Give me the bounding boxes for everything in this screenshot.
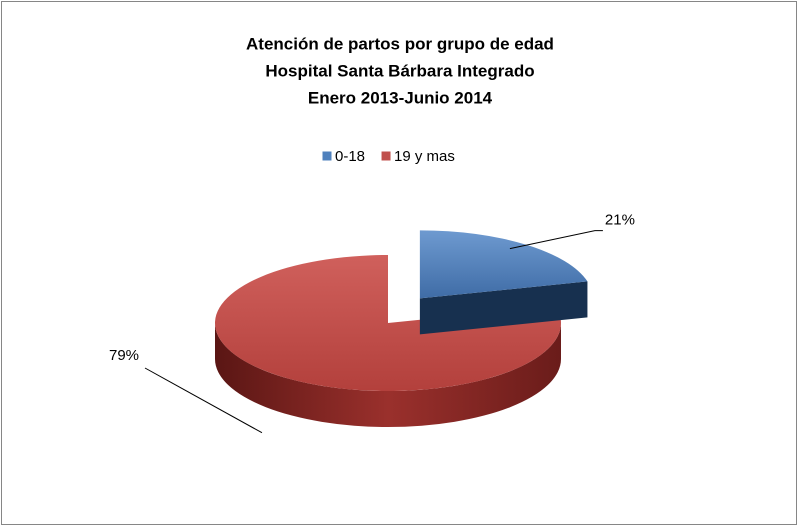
chart-title: Hospital Santa Bárbara Integrado bbox=[265, 61, 534, 80]
slice-face bbox=[419, 281, 588, 335]
data-label: 79% bbox=[109, 347, 139, 364]
legend-swatch bbox=[380, 150, 392, 162]
leader-line bbox=[509, 230, 603, 250]
slice bbox=[419, 230, 588, 299]
chart-title: Enero 2013-Junio 2014 bbox=[308, 88, 493, 107]
chart-title: Atención de partos por grupo de edad bbox=[246, 34, 554, 53]
data-label: 21% bbox=[605, 212, 635, 229]
legend-label: 19 y mas bbox=[394, 148, 455, 165]
slice-side bbox=[215, 323, 561, 427]
leader-line bbox=[144, 367, 263, 434]
legend-label: 0-18 bbox=[335, 148, 365, 165]
legend-swatch bbox=[321, 150, 333, 162]
slice bbox=[214, 255, 561, 391]
